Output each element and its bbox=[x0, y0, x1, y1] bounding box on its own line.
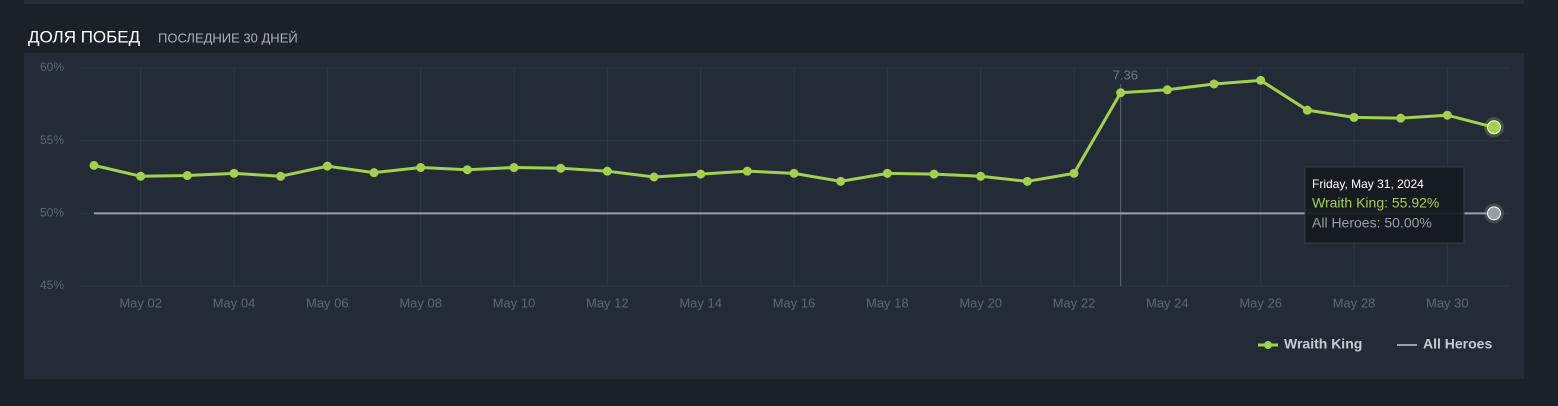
point bbox=[1396, 113, 1406, 123]
subtitle: ПОСЛЕДНИЕ 30 ДНЕЙ bbox=[158, 30, 298, 45]
point bbox=[1209, 79, 1219, 89]
x-tick-label: May 16 bbox=[773, 295, 816, 310]
legend-label: Wraith King bbox=[1284, 336, 1362, 352]
point bbox=[836, 176, 846, 186]
legend-label: All Heroes bbox=[1423, 336, 1492, 352]
point bbox=[416, 163, 426, 173]
point bbox=[929, 169, 939, 179]
point bbox=[89, 160, 99, 170]
point bbox=[136, 171, 146, 181]
point bbox=[1349, 112, 1359, 122]
y-tick-label: 55% bbox=[40, 133, 64, 147]
y-tick-label: 50% bbox=[40, 206, 64, 220]
point bbox=[1256, 75, 1266, 85]
point bbox=[1487, 206, 1501, 221]
point bbox=[182, 171, 192, 181]
point bbox=[789, 168, 799, 178]
tooltip-line: All Heroes: 50.00% bbox=[1312, 215, 1432, 231]
point bbox=[1302, 105, 1312, 115]
x-tick-label: May 04 bbox=[213, 295, 256, 310]
point bbox=[649, 172, 659, 182]
point bbox=[509, 163, 519, 173]
point bbox=[1487, 120, 1501, 135]
x-tick-label: May 10 bbox=[493, 295, 536, 310]
tooltip-title: Friday, May 31, 2024 bbox=[1312, 177, 1424, 191]
point bbox=[1022, 176, 1032, 186]
point bbox=[369, 168, 379, 178]
x-tick-label: May 26 bbox=[1239, 295, 1282, 310]
point bbox=[696, 169, 706, 179]
top-panel bbox=[24, 0, 1524, 4]
point bbox=[1069, 168, 1079, 178]
point bbox=[602, 166, 612, 176]
point bbox=[1116, 88, 1126, 98]
y-tick-label: 45% bbox=[40, 278, 64, 292]
x-tick-label: May 08 bbox=[399, 295, 442, 310]
x-tick-label: May 18 bbox=[866, 295, 909, 310]
x-tick-label: May 24 bbox=[1146, 295, 1189, 310]
point bbox=[276, 171, 286, 181]
tooltip-line: Wraith King: 55.92% bbox=[1312, 195, 1439, 211]
point bbox=[882, 168, 892, 178]
x-tick-label: May 22 bbox=[1053, 295, 1096, 310]
point bbox=[1162, 85, 1172, 95]
point bbox=[742, 166, 752, 176]
x-tick-label: May 20 bbox=[959, 295, 1002, 310]
x-tick-label: May 12 bbox=[586, 295, 629, 310]
title: ДОЛЯ ПОБЕД bbox=[28, 27, 141, 46]
annotation-label: 7.36 bbox=[1113, 67, 1138, 82]
point bbox=[976, 171, 986, 181]
x-tick-label: May 28 bbox=[1333, 295, 1376, 310]
point bbox=[229, 168, 239, 178]
point bbox=[462, 165, 472, 175]
point bbox=[556, 163, 566, 173]
point bbox=[322, 161, 332, 171]
chart-panel bbox=[24, 53, 1524, 379]
legend-dot bbox=[1264, 341, 1272, 349]
x-tick-label: May 14 bbox=[679, 295, 722, 310]
x-tick-label: May 02 bbox=[119, 295, 162, 310]
x-tick-label: May 06 bbox=[306, 295, 349, 310]
point bbox=[1442, 110, 1452, 120]
y-tick-label: 60% bbox=[40, 60, 64, 74]
tooltip-box bbox=[1304, 166, 1465, 244]
x-tick-label: May 30 bbox=[1426, 295, 1469, 310]
